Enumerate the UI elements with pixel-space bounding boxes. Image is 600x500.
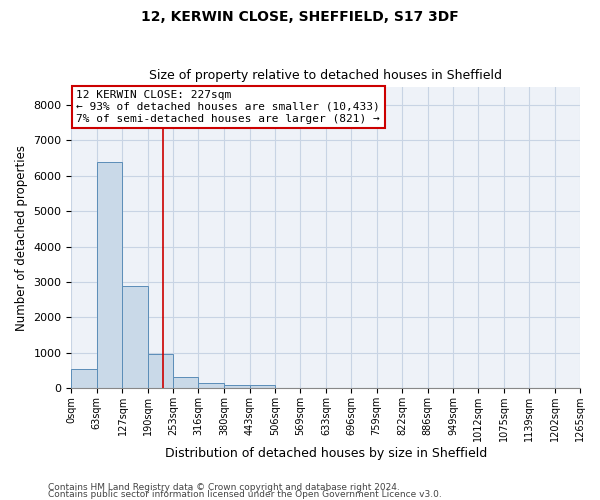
- Text: 12, KERWIN CLOSE, SHEFFIELD, S17 3DF: 12, KERWIN CLOSE, SHEFFIELD, S17 3DF: [141, 10, 459, 24]
- Y-axis label: Number of detached properties: Number of detached properties: [15, 145, 28, 331]
- Bar: [224, 385, 250, 388]
- Bar: [122, 286, 148, 389]
- Bar: [199, 383, 224, 388]
- Text: Contains HM Land Registry data © Crown copyright and database right 2024.: Contains HM Land Registry data © Crown c…: [48, 484, 400, 492]
- Text: 12 KERWIN CLOSE: 227sqm
← 93% of detached houses are smaller (10,433)
7% of semi: 12 KERWIN CLOSE: 227sqm ← 93% of detache…: [76, 90, 380, 124]
- Bar: [173, 376, 199, 388]
- Bar: [97, 162, 122, 388]
- Title: Size of property relative to detached houses in Sheffield: Size of property relative to detached ho…: [149, 69, 502, 82]
- X-axis label: Distribution of detached houses by size in Sheffield: Distribution of detached houses by size …: [164, 447, 487, 460]
- Bar: [250, 386, 275, 388]
- Bar: [148, 354, 173, 388]
- Text: Contains public sector information licensed under the Open Government Licence v3: Contains public sector information licen…: [48, 490, 442, 499]
- Bar: [71, 369, 97, 388]
